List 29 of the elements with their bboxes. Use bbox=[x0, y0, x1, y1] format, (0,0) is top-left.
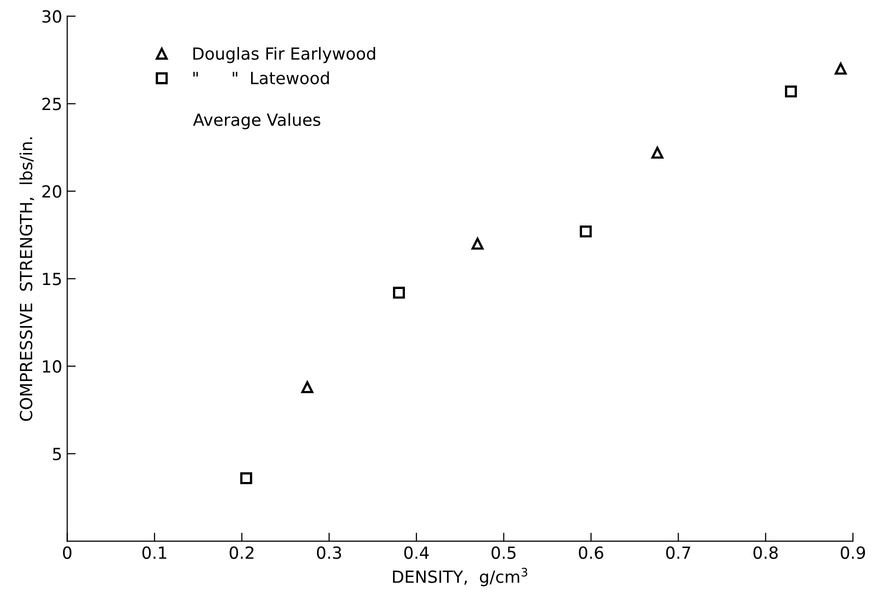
x-tick-label: 0.9 bbox=[840, 546, 865, 559]
point bbox=[240, 472, 252, 484]
point bbox=[301, 381, 314, 394]
x-tick-label: 0.3 bbox=[316, 546, 342, 559]
legend-label: Douglas Fir Earlywood bbox=[193, 46, 376, 64]
y-tick-label: 10 bbox=[42, 360, 62, 373]
x-tick-label: 0.4 bbox=[404, 546, 429, 559]
y-axis-title: COMPRESSIVE STRENGTH, lbs/in. bbox=[19, 137, 34, 421]
x-tick-label: 0.7 bbox=[666, 546, 690, 559]
y-tick-label: 20 bbox=[42, 185, 62, 198]
point bbox=[472, 238, 484, 250]
y-tick-label: 15 bbox=[42, 272, 61, 286]
legend-label: " " Latewood bbox=[193, 71, 329, 84]
x-tick-label: 0.6 bbox=[578, 546, 604, 559]
x-tick-label: 0.8 bbox=[753, 546, 778, 559]
point bbox=[392, 286, 405, 299]
y-tick-label: 30 bbox=[42, 10, 62, 23]
point bbox=[784, 85, 797, 98]
y-tick-label: 5 bbox=[53, 448, 61, 460]
x-tick-label: 0 bbox=[63, 546, 72, 559]
x-tick-label: 0.5 bbox=[492, 546, 516, 559]
x-tick-label: 0.2 bbox=[230, 546, 254, 559]
y-tick-label: 25 bbox=[42, 98, 61, 110]
point bbox=[651, 146, 664, 159]
x-axis-title: DENSITY, g/cm$^{3}$ bbox=[393, 568, 528, 586]
point bbox=[580, 225, 592, 238]
x-tick-label: 0.1 bbox=[142, 546, 166, 559]
point bbox=[834, 62, 847, 75]
annotation: Average Values bbox=[193, 113, 320, 130]
